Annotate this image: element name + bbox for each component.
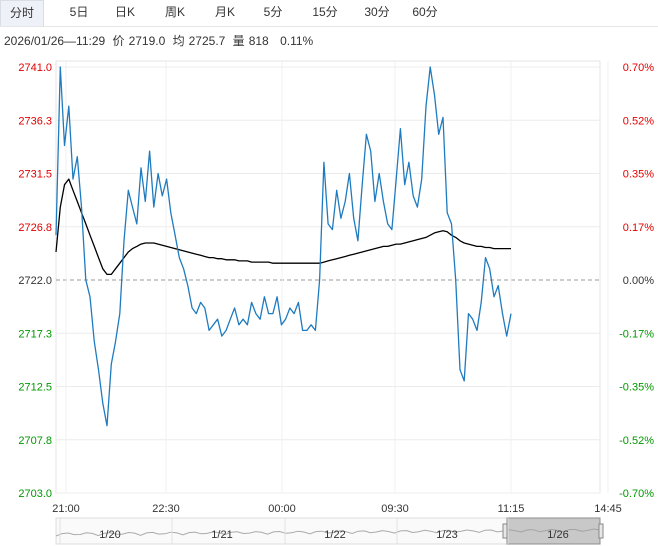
navigator-date-label: 1/21: [211, 529, 232, 541]
period-tab-bar: 分时 5日 日K 周K 月K 5分 15分 30分 60分: [0, 0, 658, 27]
info-price: 2719.0: [128, 34, 166, 48]
info-avg: 2725.7: [188, 34, 226, 48]
tab-8[interactable]: 30分: [364, 5, 390, 19]
x-tick-label: 09:30: [381, 503, 409, 515]
info-price-label: 价: [112, 34, 125, 48]
y-tick-right: -0.70%: [619, 488, 654, 500]
y-tick-left: 2726.8: [18, 222, 52, 234]
y-tick-left: 2741.0: [18, 62, 52, 74]
y-tick-left: 2703.0: [18, 488, 52, 500]
x-tick-label: 21:00: [52, 503, 80, 515]
navigator-handle-left: [502, 523, 508, 539]
tab-3[interactable]: 日K: [114, 5, 135, 19]
y-tick-left: 2736.3: [18, 115, 52, 127]
tab-7[interactable]: 15分: [312, 5, 338, 19]
tab-1[interactable]: 分时: [0, 0, 44, 26]
y-tick-left: 2722.0: [18, 275, 52, 287]
x-tick-label: 11:15: [498, 503, 525, 515]
y-tick-left: 2731.5: [18, 169, 52, 181]
y-tick-right: -0.52%: [619, 435, 654, 447]
y-tick-right: 0.70%: [623, 62, 654, 74]
y-tick-right: 0.52%: [623, 115, 654, 127]
info-datetime: 2026/01/26—11:29: [4, 34, 106, 48]
tab-5[interactable]: 月K: [214, 5, 235, 19]
y-tick-right: 0.35%: [623, 169, 654, 181]
y-tick-right: -0.17%: [619, 328, 654, 340]
navigator-date-label: 1/23: [436, 529, 457, 541]
navigator-date-label: 1/26: [547, 529, 568, 541]
x-tick-label: 14:45: [594, 503, 622, 515]
y-tick-right: 0.00%: [623, 275, 654, 287]
quote-info-bar: 2026/01/26—11:29 价 2719.0 均 2725.7 量 818 0.…: [4, 32, 317, 49]
tab-4[interactable]: 周K: [164, 5, 185, 19]
y-tick-right: 0.17%: [623, 222, 654, 234]
info-volume-label: 量: [232, 34, 245, 48]
x-tick-label: 00:00: [268, 503, 296, 515]
info-change: 0.11%: [280, 34, 314, 48]
average-price-line: [55, 178, 511, 276]
tab-2[interactable]: 5日: [69, 5, 89, 19]
tab-6[interactable]: 5分: [263, 5, 283, 19]
info-avg-label: 均: [172, 34, 185, 48]
x-tick-label: 22:30: [152, 503, 180, 515]
y-tick-left: 2712.5: [18, 382, 52, 394]
info-volume: 818: [248, 34, 269, 48]
navigator-date-label: 1/22: [324, 529, 345, 541]
tab-9[interactable]: 60分: [412, 5, 438, 19]
navigator-date-label: 1/20: [99, 529, 120, 541]
y-tick-left: 2707.8: [18, 435, 52, 447]
y-tick-right: -0.35%: [619, 382, 654, 394]
navigator-handle-right: [598, 523, 604, 539]
plot-frame: [55, 60, 601, 494]
y-tick-left: 2717.3: [18, 328, 52, 340]
navigator-selection: [506, 517, 601, 545]
price-line: [55, 66, 512, 427]
